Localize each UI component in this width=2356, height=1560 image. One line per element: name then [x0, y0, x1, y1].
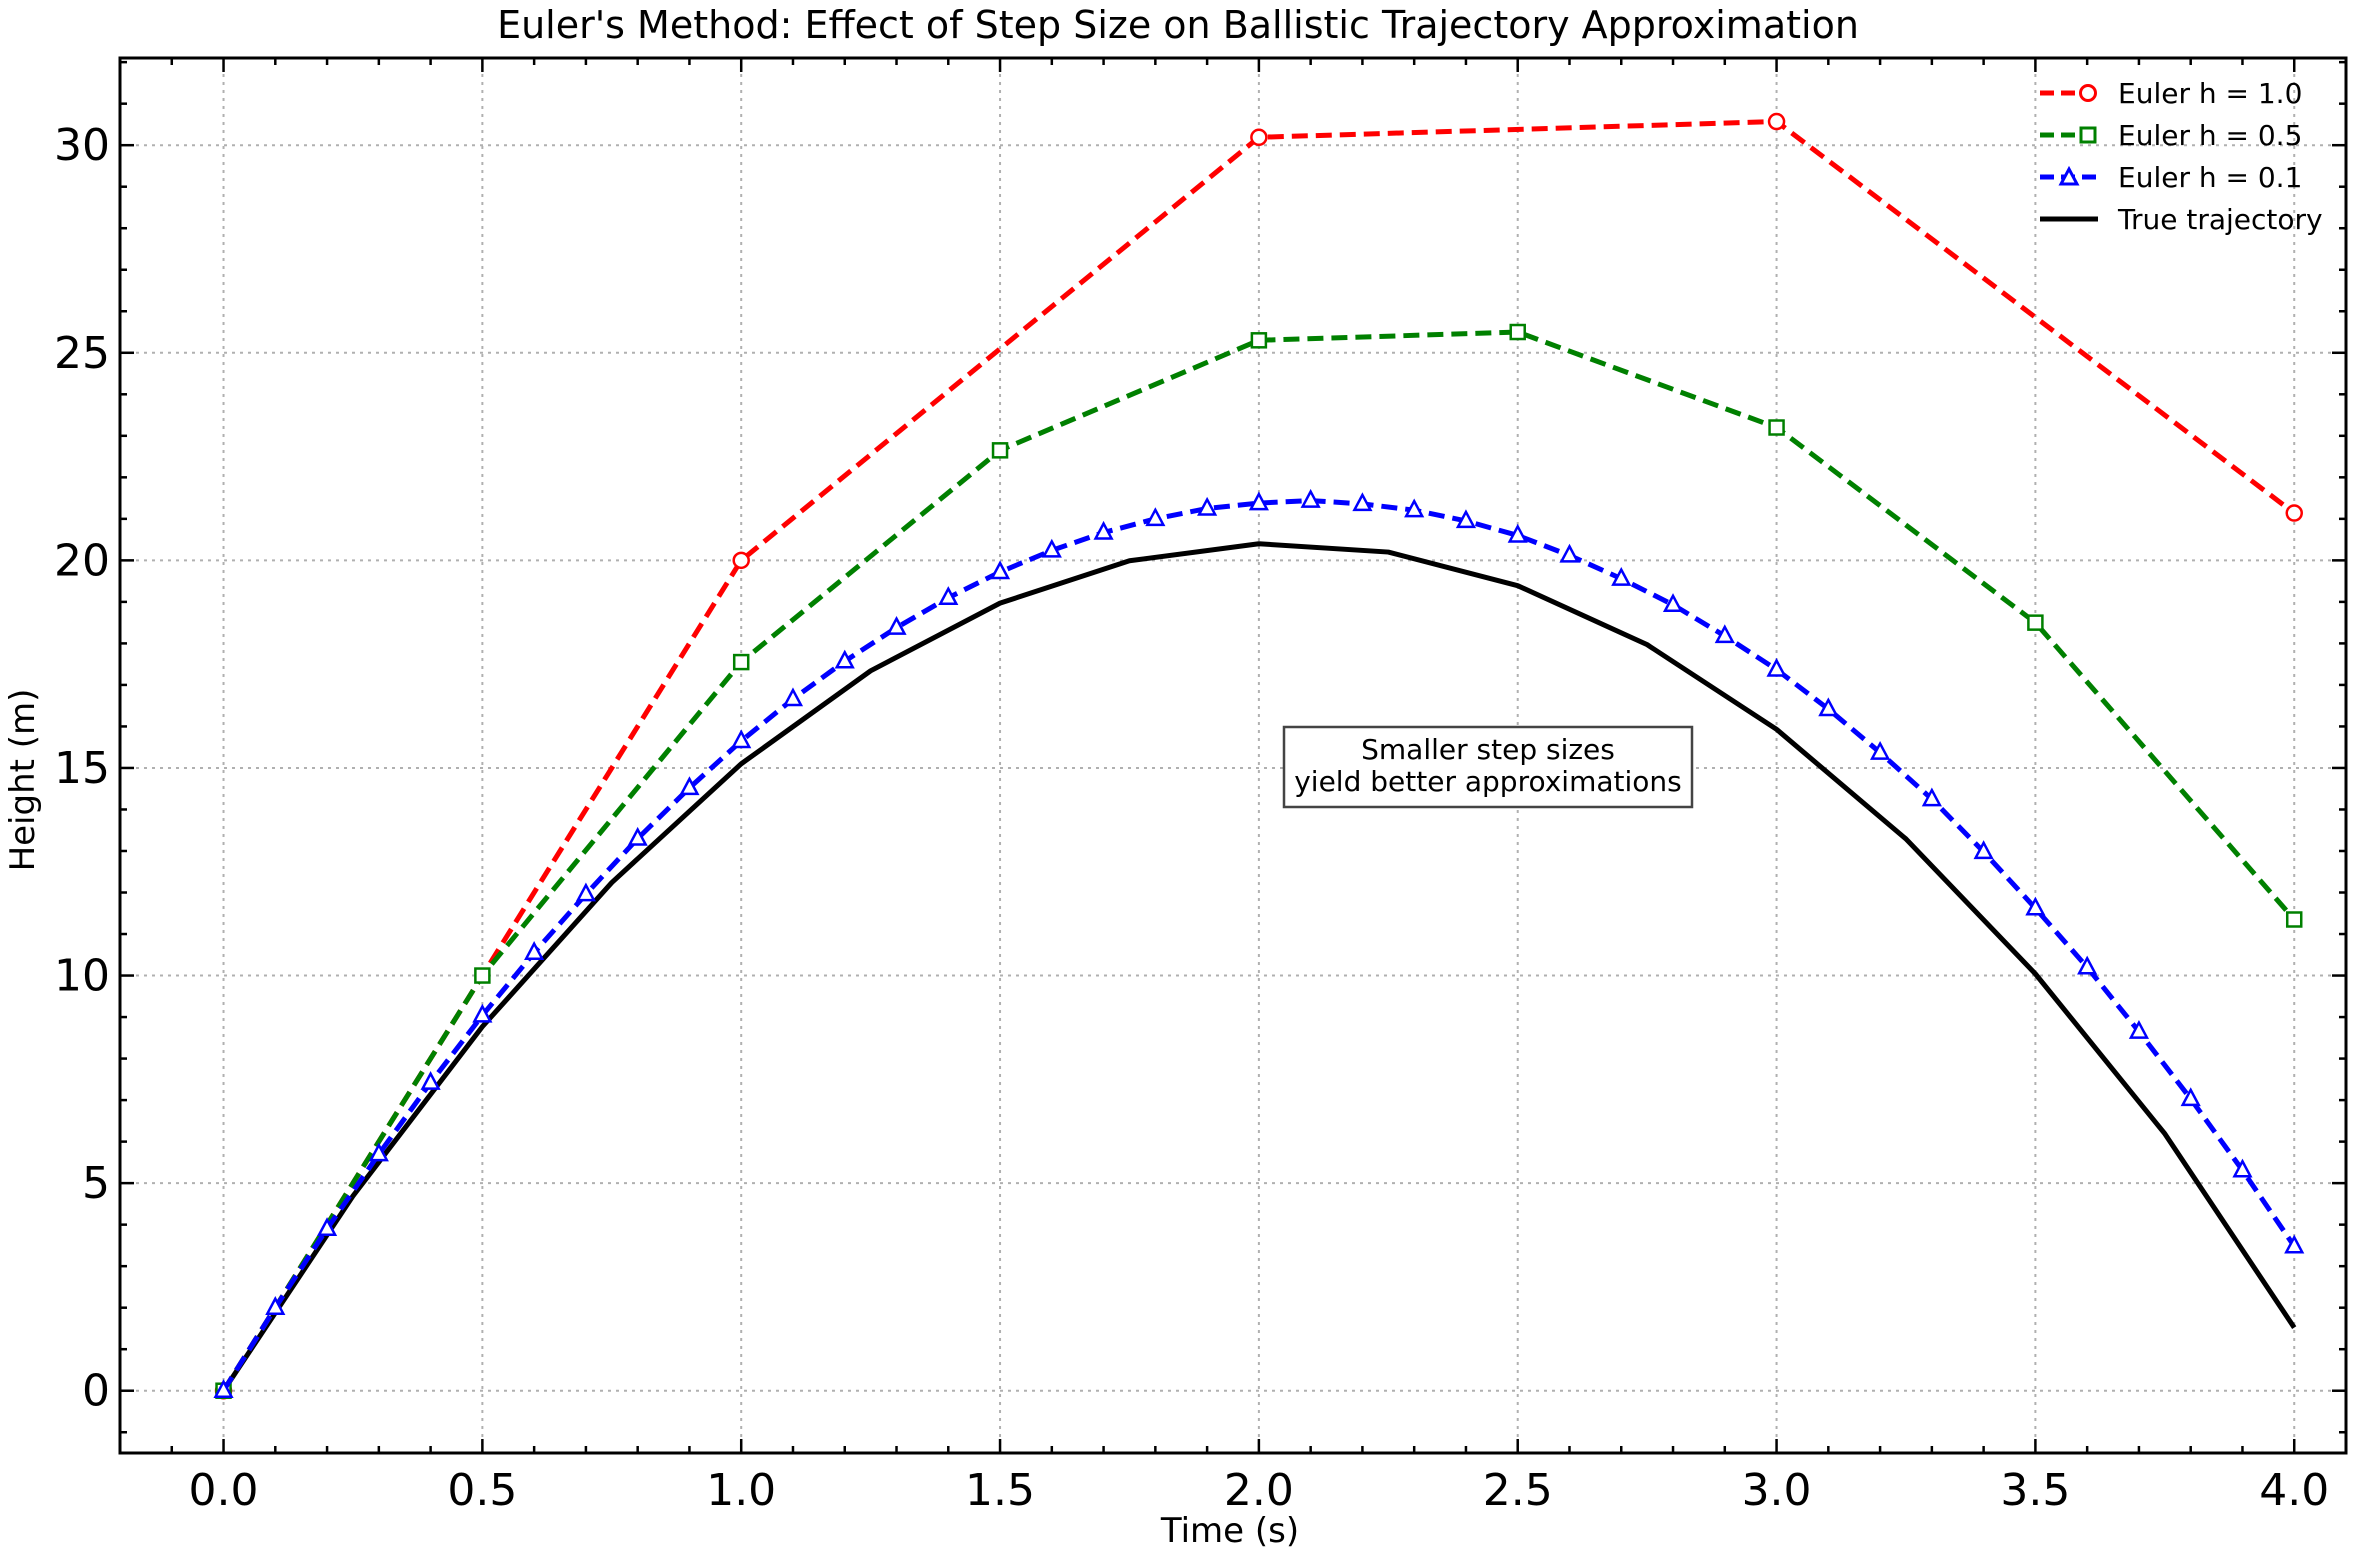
data-point-euler-h-0-5 — [1509, 323, 1526, 341]
series-line-true-trajectory — [221, 541, 2297, 1393]
data-point-euler-h-0-1 — [886, 615, 907, 635]
data-point-euler-h-0-1 — [1714, 624, 1735, 644]
data-point-euler-h-0-5 — [991, 442, 1009, 459]
data-point-euler-h-0-1 — [1041, 538, 1062, 558]
plot-frame — [118, 56, 2348, 1455]
data-point-euler-h-0-1 — [1611, 566, 1632, 586]
data-point-euler-h-0-5 — [2285, 911, 2303, 928]
data-point-euler-h-0-1 — [1559, 543, 1580, 563]
data-point-euler-h-0-1 — [938, 586, 959, 605]
data-point-euler-h-0-1 — [1352, 492, 1373, 512]
data-point-euler-h-0-1 — [1093, 520, 1114, 540]
data-point-euler-h-0-1 — [368, 1142, 389, 1162]
legend-marker-euler-h01 — [2058, 165, 2080, 186]
data-point-euler-h-0-5 — [2027, 614, 2044, 631]
grid — [120, 58, 2346, 1453]
x-tick-label: 1.0 — [706, 1465, 776, 1516]
data-point-euler-h-0-1 — [1766, 657, 1787, 677]
annotation-line-1: Smaller step sizes — [1361, 733, 1615, 766]
data-point-euler-h-0-1 — [834, 649, 855, 669]
x-tick-label: 4.0 — [2259, 1465, 2329, 1516]
legend-entry-euler-h05: Euler h = 0.5 — [2040, 119, 2302, 152]
data-point-euler-h-0-1 — [1300, 488, 1321, 508]
series-true-trajectory — [221, 541, 2297, 1393]
data-point-euler-h-1-0 — [1250, 128, 1268, 147]
y-tick-label: 10 — [54, 951, 110, 1002]
y-tick-label: 5 — [82, 1158, 110, 1209]
series-euler-h-0-1 — [213, 488, 2305, 1398]
data-point-euler-h-0-1 — [679, 776, 700, 796]
data-point-euler-h-0-1 — [1973, 840, 1994, 860]
data-point-euler-h-1-0 — [732, 551, 750, 570]
data-point-euler-h-0-5 — [732, 653, 750, 671]
annotation-frame — [1282, 725, 1694, 809]
x-tick-label: 2.0 — [1224, 1465, 1294, 1516]
annotation-box: Smaller step sizes yield better approxim… — [1282, 725, 1694, 809]
data-point-euler-h-0-1 — [213, 1379, 234, 1398]
data-point-euler-h-0-1 — [1248, 491, 1269, 511]
data-point-euler-h-0-1 — [1870, 740, 1891, 760]
legend-entry-euler-h1: Euler h = 1.0 — [2040, 77, 2302, 110]
data-point-euler-h-0-5 — [1250, 332, 1268, 349]
data-point-euler-h-0-1 — [2232, 1158, 2253, 1178]
x-tick-label: 0.0 — [189, 1465, 259, 1516]
data-point-euler-h-0-1 — [2180, 1087, 2201, 1107]
annotation-line-2: yield better approximations — [1294, 765, 1682, 798]
data-point-euler-h-0-1 — [782, 687, 804, 707]
legend-entry-true-trajectory: True trajectory — [2040, 203, 2323, 236]
data-point-euler-h-1-0 — [1767, 112, 1786, 131]
data-point-euler-h-0-1 — [524, 941, 545, 960]
legend-marker-euler-h05 — [2079, 126, 2097, 144]
chart-title: Euler's Method: Effect of Step Size on B… — [497, 3, 1859, 47]
data-point-euler-h-0-1 — [265, 1296, 286, 1315]
x-tick-label: 3.0 — [1742, 1465, 1812, 1516]
axis-ticks: 0.0 0.5 1.0 1.5 2.0 2.5 3.0 3.5 4.0 0 5 10 15 20 25 30 — [54, 58, 2348, 1516]
y-axis-label: Height (m) — [3, 689, 43, 872]
data-point-euler-h-0-1 — [1145, 507, 1166, 527]
legend-label-euler-h1: Euler h = 1.0 — [2118, 77, 2302, 110]
x-tick-label: 3.5 — [2000, 1465, 2070, 1516]
data-point-euler-h-0-1 — [1921, 787, 1942, 807]
legend-entry-euler-h01: Euler h = 0.1 — [2040, 161, 2302, 194]
x-tick-label: 0.5 — [447, 1465, 517, 1516]
y-tick-label: 30 — [54, 120, 110, 171]
data-point-euler-h-0-1 — [2284, 1234, 2305, 1254]
data-point-euler-h-0-1 — [1507, 523, 1528, 543]
series-line-euler-h-0-1 — [221, 498, 2297, 1393]
y-tick-label: 0 — [82, 1366, 110, 1417]
data-point-euler-h-0-5 — [474, 967, 491, 984]
y-tick-label: 15 — [54, 743, 110, 794]
data-point-euler-h-0-1 — [1404, 498, 1425, 518]
legend-marker-euler-h1 — [2079, 84, 2097, 102]
x-axis-label: Time (s) — [1160, 1511, 1299, 1551]
y-tick-label: 20 — [54, 535, 110, 586]
data-point-euler-h-0-1 — [2077, 955, 2098, 975]
data-point-euler-h-0-1 — [420, 1071, 441, 1090]
y-tick-label: 25 — [54, 328, 110, 379]
data-point-euler-h-0-1 — [1818, 697, 1839, 717]
data-point-euler-h-0-1 — [575, 882, 596, 902]
data-point-euler-h-0-1 — [2025, 896, 2046, 916]
series-line-euler-h-0-5 — [221, 329, 2297, 1393]
data-point-euler-h-0-1 — [1662, 593, 1684, 613]
plot-series — [213, 112, 2305, 1400]
data-point-euler-h-0-1 — [1197, 496, 1218, 516]
legend: Euler h = 1.0 Euler h = 0.5 Euler h = 0.… — [2040, 77, 2323, 236]
x-tick-label: 2.5 — [1483, 1465, 1553, 1516]
x-tick-label: 1.5 — [965, 1465, 1035, 1516]
data-point-euler-h-0-1 — [316, 1217, 338, 1237]
data-point-euler-h-0-1 — [472, 1003, 493, 1023]
data-point-euler-h-0-1 — [1455, 509, 1477, 529]
data-point-euler-h-0-1 — [627, 826, 648, 846]
data-point-euler-h-0-1 — [989, 560, 1011, 580]
legend-label-euler-h05: Euler h = 0.5 — [2118, 119, 2302, 152]
legend-label-true-trajectory: True trajectory — [2117, 203, 2323, 236]
legend-label-euler-h01: Euler h = 0.1 — [2118, 161, 2302, 194]
data-point-euler-h-0-1 — [731, 729, 752, 749]
data-point-euler-h-1-0 — [2285, 504, 2303, 522]
data-point-euler-h-0-1 — [2128, 1019, 2150, 1039]
data-point-euler-h-0-5 — [1768, 419, 1785, 436]
